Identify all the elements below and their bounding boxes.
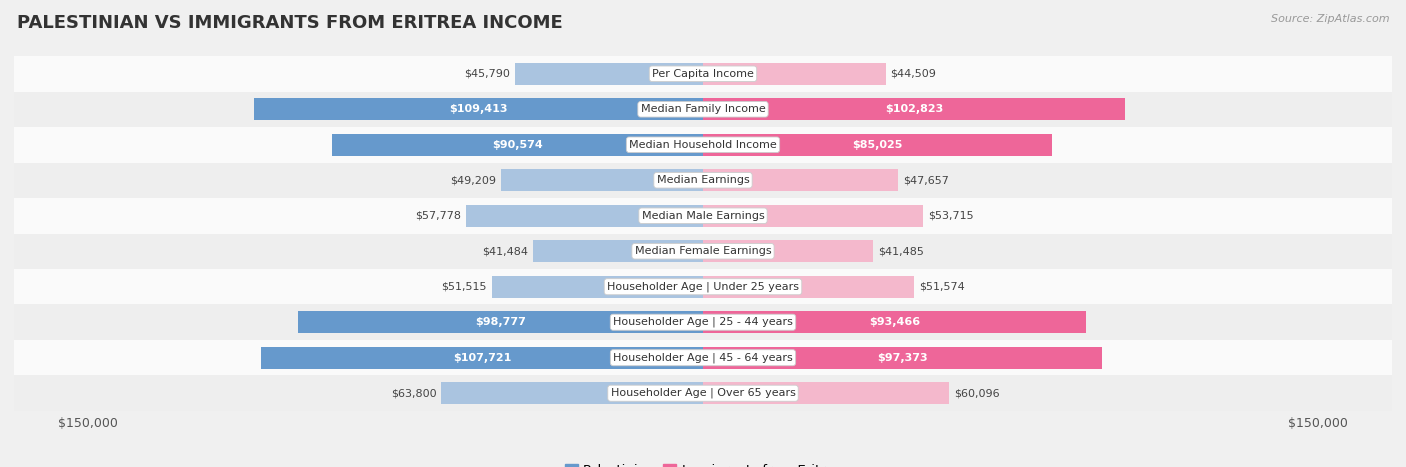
- Bar: [0, 304, 1406, 340]
- Bar: [703, 63, 886, 85]
- Bar: [703, 311, 1087, 333]
- Text: $47,657: $47,657: [903, 175, 949, 185]
- Text: Median Male Earnings: Median Male Earnings: [641, 211, 765, 221]
- Bar: [0, 163, 1406, 198]
- Text: $51,515: $51,515: [441, 282, 486, 292]
- Bar: [441, 382, 703, 404]
- Bar: [465, 205, 703, 227]
- Bar: [703, 276, 914, 298]
- Text: $85,025: $85,025: [852, 140, 903, 150]
- Bar: [254, 98, 703, 120]
- Text: $90,574: $90,574: [492, 140, 543, 150]
- Text: Per Capita Income: Per Capita Income: [652, 69, 754, 79]
- Bar: [298, 311, 703, 333]
- Text: $97,373: $97,373: [877, 353, 928, 363]
- Text: Householder Age | 25 - 44 years: Householder Age | 25 - 44 years: [613, 317, 793, 327]
- Text: $102,823: $102,823: [884, 104, 943, 114]
- Bar: [0, 56, 1406, 92]
- Bar: [0, 340, 1406, 375]
- Bar: [332, 134, 703, 156]
- Bar: [703, 347, 1102, 369]
- Text: $93,466: $93,466: [869, 317, 920, 327]
- Text: PALESTINIAN VS IMMIGRANTS FROM ERITREA INCOME: PALESTINIAN VS IMMIGRANTS FROM ERITREA I…: [17, 14, 562, 32]
- Text: $45,790: $45,790: [464, 69, 510, 79]
- Text: $60,096: $60,096: [955, 388, 1000, 398]
- Bar: [703, 169, 898, 191]
- Bar: [0, 269, 1406, 304]
- Text: $109,413: $109,413: [450, 104, 508, 114]
- Bar: [0, 198, 1406, 234]
- Text: $98,777: $98,777: [475, 317, 526, 327]
- Bar: [501, 169, 703, 191]
- Legend: Palestinian, Immigrants from Eritrea: Palestinian, Immigrants from Eritrea: [560, 459, 846, 467]
- Text: Householder Age | 45 - 64 years: Householder Age | 45 - 64 years: [613, 353, 793, 363]
- Bar: [703, 205, 924, 227]
- Text: Source: ZipAtlas.com: Source: ZipAtlas.com: [1271, 14, 1389, 24]
- Bar: [0, 127, 1406, 163]
- Text: $57,778: $57,778: [415, 211, 461, 221]
- Bar: [0, 375, 1406, 411]
- Text: $41,485: $41,485: [877, 246, 924, 256]
- Text: $49,209: $49,209: [450, 175, 496, 185]
- Text: Median Earnings: Median Earnings: [657, 175, 749, 185]
- Bar: [703, 134, 1052, 156]
- Text: $63,800: $63,800: [391, 388, 436, 398]
- Text: Median Family Income: Median Family Income: [641, 104, 765, 114]
- Bar: [703, 240, 873, 262]
- Text: $51,574: $51,574: [920, 282, 965, 292]
- Bar: [703, 98, 1125, 120]
- Bar: [533, 240, 703, 262]
- Text: Householder Age | Over 65 years: Householder Age | Over 65 years: [610, 388, 796, 398]
- Bar: [0, 234, 1406, 269]
- Bar: [0, 92, 1406, 127]
- Text: $53,715: $53,715: [928, 211, 974, 221]
- Bar: [703, 382, 949, 404]
- Text: Median Household Income: Median Household Income: [628, 140, 778, 150]
- Text: Median Female Earnings: Median Female Earnings: [634, 246, 772, 256]
- Text: $107,721: $107,721: [453, 353, 512, 363]
- Bar: [492, 276, 703, 298]
- Bar: [262, 347, 703, 369]
- Text: Householder Age | Under 25 years: Householder Age | Under 25 years: [607, 282, 799, 292]
- Text: $44,509: $44,509: [890, 69, 936, 79]
- Bar: [515, 63, 703, 85]
- Text: $41,484: $41,484: [482, 246, 529, 256]
